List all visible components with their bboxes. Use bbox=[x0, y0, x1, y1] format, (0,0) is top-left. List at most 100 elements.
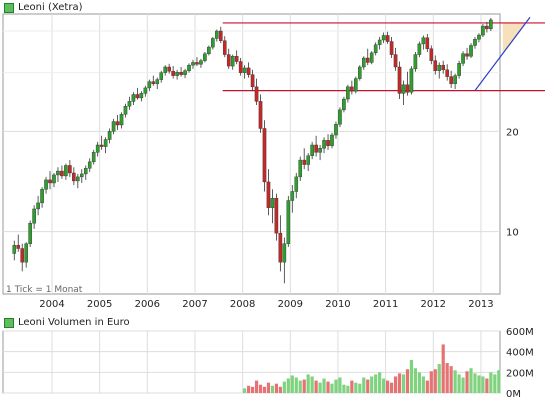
volume-plot-area bbox=[2, 330, 501, 394]
candle-body bbox=[222, 40, 227, 55]
x-tick-label: 2005 bbox=[87, 299, 112, 310]
volume-bar bbox=[298, 380, 302, 393]
candle-body bbox=[99, 144, 104, 147]
candle-body bbox=[155, 79, 160, 84]
candle-body bbox=[234, 56, 239, 62]
candle-body bbox=[421, 37, 426, 45]
y-tick-label: 20 bbox=[506, 127, 519, 138]
candle-body bbox=[457, 63, 461, 76]
candle-body bbox=[24, 243, 28, 263]
candle-body bbox=[60, 170, 64, 177]
candle-body bbox=[175, 71, 179, 76]
candle-body bbox=[365, 57, 370, 63]
volume-bar bbox=[322, 378, 326, 393]
candle-body bbox=[111, 121, 116, 132]
candle-body bbox=[107, 131, 112, 140]
candle-body bbox=[218, 30, 223, 41]
candle-body bbox=[56, 170, 60, 176]
candle-body bbox=[453, 75, 457, 84]
candle-body bbox=[167, 66, 171, 72]
candle-body bbox=[445, 69, 449, 77]
candle-body bbox=[449, 76, 453, 84]
volume-bar bbox=[497, 370, 501, 393]
candle-body bbox=[330, 134, 334, 146]
candle-body bbox=[16, 245, 21, 249]
volume-bar bbox=[354, 382, 358, 393]
volume-bar bbox=[393, 376, 398, 393]
candle-body bbox=[258, 101, 263, 129]
volume-bar bbox=[358, 383, 362, 393]
candle-body bbox=[346, 86, 350, 100]
candle-body bbox=[489, 19, 493, 30]
volume-bar bbox=[453, 370, 457, 393]
volume-bar bbox=[258, 384, 263, 393]
candle-body bbox=[425, 37, 430, 49]
candle-body bbox=[183, 70, 187, 75]
candle-body bbox=[76, 176, 80, 182]
candle-body bbox=[417, 43, 422, 55]
candle-body bbox=[473, 39, 477, 46]
volume-bar bbox=[330, 383, 334, 393]
tick-footnote: 1 Tick = 1 Monat bbox=[6, 285, 83, 295]
candle-body bbox=[358, 66, 362, 79]
volume-bar bbox=[334, 379, 338, 393]
candle-body bbox=[477, 34, 481, 40]
candle-body bbox=[139, 93, 144, 99]
volume-legend: Leoni Volumen in Euro bbox=[4, 317, 130, 328]
candle-body bbox=[215, 30, 219, 39]
volume-bar bbox=[481, 376, 485, 393]
candle-body bbox=[226, 54, 231, 67]
x-tick-label: 2010 bbox=[325, 299, 350, 310]
candle-body bbox=[350, 86, 354, 92]
volume-bar bbox=[382, 378, 386, 393]
volume-bar bbox=[465, 371, 469, 393]
candle-body bbox=[64, 165, 68, 177]
candle-body bbox=[163, 66, 167, 73]
candle-body bbox=[369, 52, 374, 63]
candle-body bbox=[28, 223, 32, 244]
candle-body bbox=[405, 84, 410, 93]
candle-body bbox=[123, 105, 128, 115]
volume-bar bbox=[457, 374, 461, 393]
volume-bar bbox=[421, 376, 425, 393]
candle-body bbox=[20, 248, 25, 263]
candle-body bbox=[485, 25, 489, 30]
volume-bar bbox=[374, 374, 378, 393]
volume-legend-label: Leoni Volumen in Euro bbox=[18, 317, 130, 328]
x-tick-label: 2004 bbox=[39, 299, 64, 310]
volume-bar bbox=[461, 377, 465, 393]
candle-body bbox=[294, 176, 299, 192]
candle-body bbox=[318, 148, 322, 153]
candle-body bbox=[266, 181, 271, 208]
candle-body bbox=[461, 53, 465, 64]
candle-body bbox=[135, 94, 140, 99]
volume-bar bbox=[401, 374, 406, 393]
candle-body bbox=[207, 46, 211, 54]
volume-bar bbox=[477, 375, 481, 393]
volume-bar bbox=[405, 369, 410, 393]
candle-body bbox=[211, 38, 215, 48]
candle-body bbox=[373, 44, 378, 54]
candle-body bbox=[115, 121, 120, 126]
candle-body bbox=[481, 25, 485, 36]
volume-bar bbox=[270, 385, 275, 393]
volume-bar bbox=[489, 372, 493, 393]
candle-body bbox=[465, 53, 469, 57]
volume-bar bbox=[370, 376, 374, 393]
x-tick-label: 2007 bbox=[182, 299, 207, 310]
x-tick-label: 2011 bbox=[373, 299, 398, 310]
candle-body bbox=[278, 232, 283, 263]
volume-bar bbox=[266, 382, 271, 393]
candle-body bbox=[147, 81, 152, 89]
candle-body bbox=[199, 60, 203, 65]
candle-body bbox=[282, 243, 287, 263]
candle-body bbox=[342, 98, 346, 111]
candle-body bbox=[79, 173, 84, 178]
candle-body bbox=[262, 128, 267, 183]
candle-body bbox=[191, 62, 195, 66]
candle-body bbox=[298, 159, 303, 178]
price-chart: 2004 2005 2006 2007 2008 2009 2010 2011 2012 2013… bbox=[2, 13, 545, 310]
candle-body bbox=[274, 198, 279, 234]
trend-line bbox=[474, 16, 531, 91]
volume-tick-label: 600M bbox=[506, 327, 534, 338]
